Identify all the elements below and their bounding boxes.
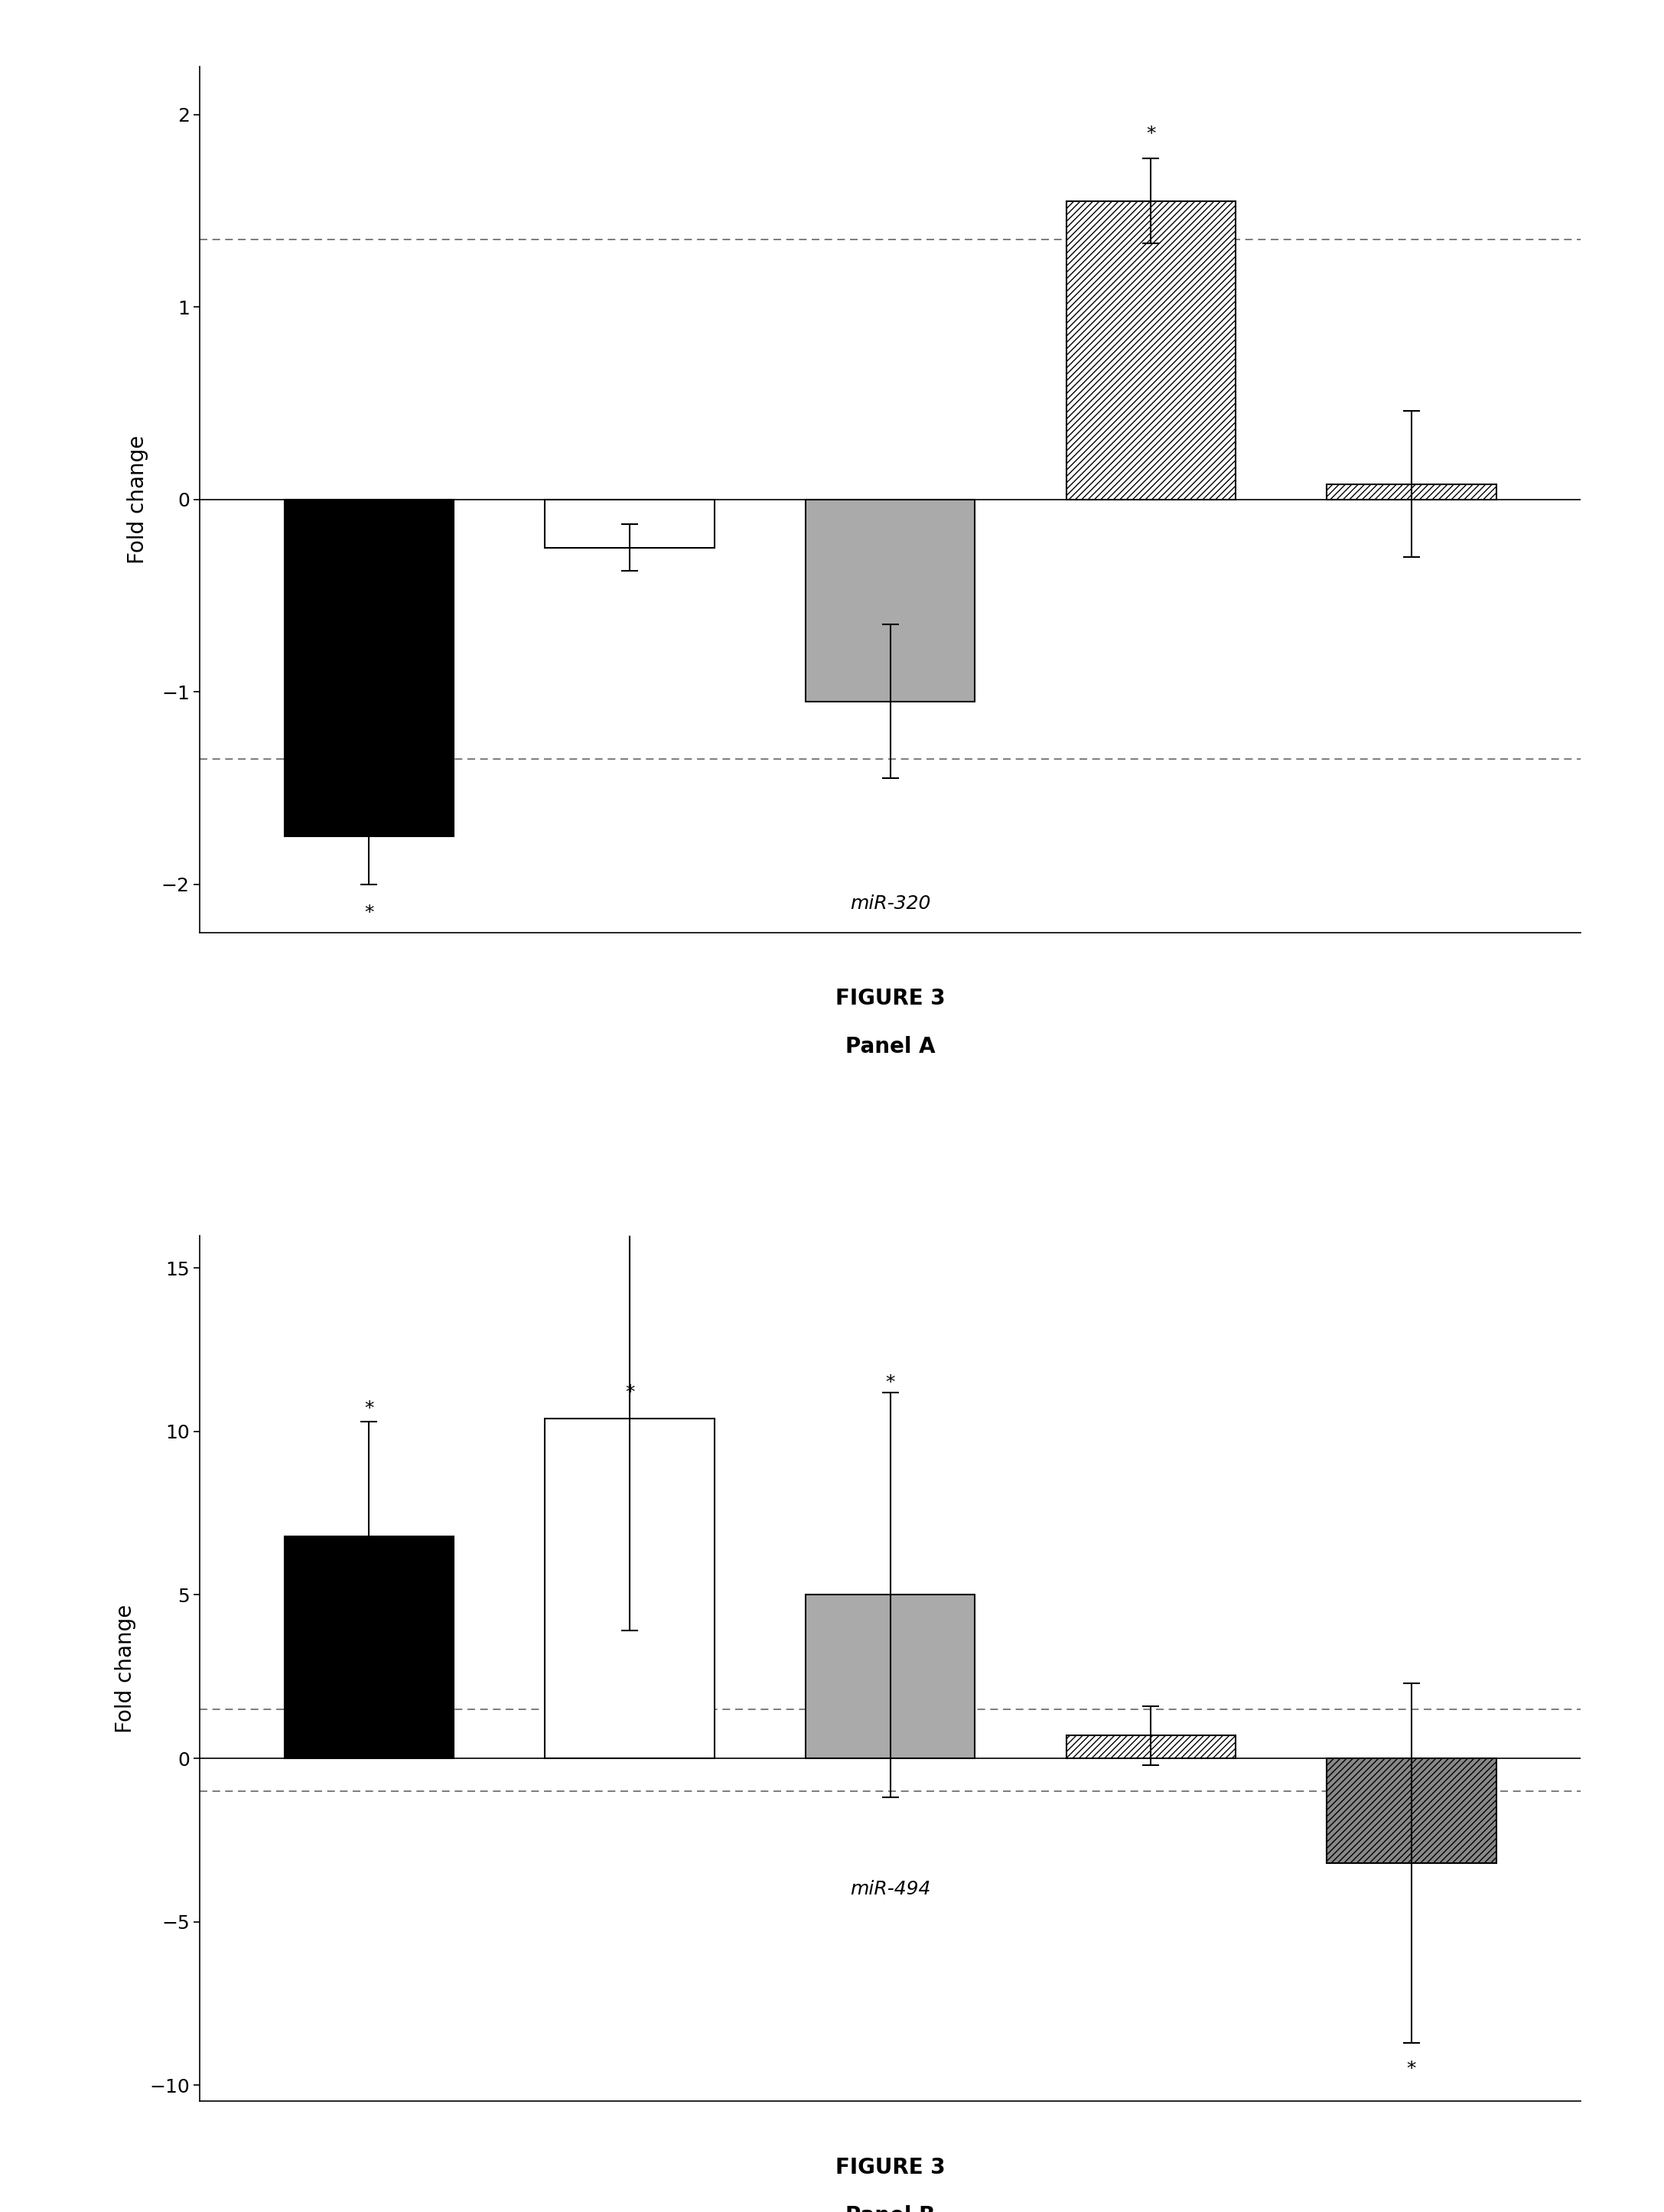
Text: *: * (1146, 124, 1155, 144)
Bar (1067, 201, 1235, 500)
Text: *: * (364, 905, 374, 922)
Text: miR-494: miR-494 (850, 1880, 930, 1898)
Text: *: * (1406, 2059, 1416, 2077)
Text: *: * (885, 1374, 895, 1391)
Text: FIGURE 3: FIGURE 3 (835, 987, 945, 1009)
Y-axis label: Fold change: Fold change (126, 436, 148, 564)
Text: Panel B: Panel B (845, 2205, 935, 2212)
Bar (805, 500, 975, 701)
Text: Panel A: Panel A (845, 1035, 935, 1057)
Text: *: * (626, 1382, 634, 1402)
Text: *: * (364, 1400, 374, 1418)
Bar (1067, 1736, 1235, 1759)
Bar (1326, 1759, 1496, 1863)
Bar (1326, 484, 1496, 500)
Bar (805, 1595, 975, 1759)
Text: FIGURE 3: FIGURE 3 (835, 2157, 945, 2179)
Bar (546, 500, 714, 546)
Bar (285, 1535, 454, 1759)
Bar (285, 500, 454, 836)
Bar (546, 1418, 714, 1759)
Text: miR-320: miR-320 (850, 894, 930, 914)
Y-axis label: Fold change: Fold change (115, 1604, 136, 1732)
